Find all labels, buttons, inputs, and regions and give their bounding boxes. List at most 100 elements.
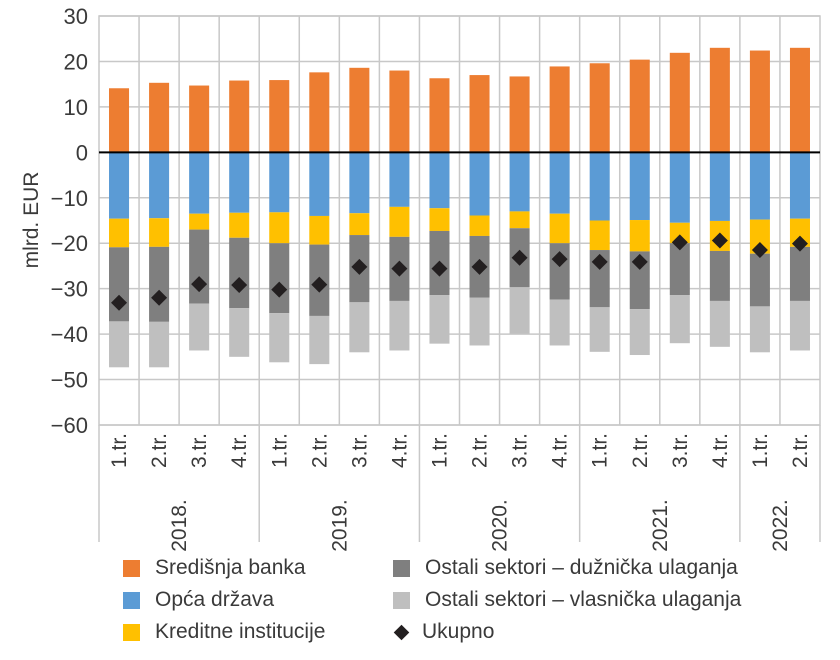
x-category-label: 3.tr. bbox=[509, 433, 532, 468]
x-category-label: 2.tr. bbox=[629, 433, 652, 468]
y-tick-label: −20 bbox=[51, 231, 88, 256]
total-marker bbox=[751, 242, 768, 259]
bar-segment-kreditne-institucije bbox=[149, 218, 170, 247]
y-tick-label: 30 bbox=[64, 4, 88, 29]
total-marker bbox=[231, 277, 248, 294]
bar-segment-op-a-dr-ava bbox=[629, 152, 650, 221]
bar-segment-kreditne-institucije bbox=[509, 211, 530, 229]
legend-item-kreditne-institucije: Kreditne institucije bbox=[123, 620, 325, 644]
bar-segment-op-a-dr-ava bbox=[229, 152, 250, 213]
bar-segment-sredi-nja-banka bbox=[509, 76, 530, 153]
bar-segment-kreditne-institucije bbox=[389, 206, 410, 237]
y-tick-label: −60 bbox=[51, 413, 88, 438]
bar-segment-sredi-nja-banka bbox=[589, 63, 610, 153]
total-marker bbox=[791, 235, 808, 252]
bar-segment-ostali-sektori-du-ni-ka-ulaganja bbox=[149, 246, 170, 322]
total-marker bbox=[151, 289, 168, 306]
bar-segment-op-a-dr-ava bbox=[789, 152, 810, 219]
total-marker bbox=[191, 276, 208, 293]
bar-segment-ostali-sektori-vlasni-ka-ulaganja bbox=[589, 307, 610, 352]
y-axis-ticks: 30 20 10 0 −10 −20 −30 −40 −50 −60 bbox=[51, 4, 88, 438]
legend-swatch bbox=[393, 591, 410, 609]
bar-segment-kreditne-institucije bbox=[349, 213, 370, 236]
bar-segment-op-a-dr-ava bbox=[549, 152, 570, 214]
x-category-label: 4.tr. bbox=[709, 433, 732, 468]
bar-segment-kreditne-institucije bbox=[549, 213, 570, 244]
total-marker bbox=[391, 260, 408, 277]
y-axis-label: mlrd. EUR bbox=[20, 172, 43, 269]
bar-segment-ostali-sektori-du-ni-ka-ulaganja bbox=[269, 243, 290, 314]
total-marker bbox=[671, 234, 688, 251]
x-category-label: 2.tr. bbox=[148, 433, 171, 468]
bar-segment-kreditne-institucije bbox=[429, 208, 450, 231]
bar-segment-sredi-nja-banka bbox=[629, 59, 650, 153]
bar-segment-ostali-sektori-du-ni-ka-ulaganja bbox=[229, 237, 250, 309]
total-marker bbox=[311, 276, 328, 293]
total-markers bbox=[111, 232, 808, 311]
bar-segment-sredi-nja-banka bbox=[429, 78, 450, 153]
bar-segment-kreditne-institucije bbox=[109, 218, 130, 248]
x-group-label: 2022. bbox=[769, 499, 792, 552]
bar-segment-op-a-dr-ava bbox=[149, 152, 170, 219]
bar-segment-sredi-nja-banka bbox=[709, 47, 730, 153]
bar-segment-ostali-sektori-vlasni-ka-ulaganja bbox=[389, 300, 410, 351]
y-tick-label: 20 bbox=[64, 49, 88, 74]
bar-segment-ostali-sektori-du-ni-ka-ulaganja bbox=[749, 253, 770, 307]
bar-segment-ostali-sektori-du-ni-ka-ulaganja bbox=[189, 229, 210, 304]
x-group-label: 2018. bbox=[168, 499, 191, 552]
stacked-bar-chart: 30 20 10 0 −10 −20 −30 −40 −50 −60 1.tr. 2.tr. 3.tr… bbox=[20, 4, 821, 552]
total-marker bbox=[631, 253, 648, 270]
x-category-label: 4.tr. bbox=[228, 433, 251, 468]
x-category-label: 3.tr. bbox=[348, 433, 371, 468]
diamond-marker-icon bbox=[393, 624, 410, 641]
total-marker bbox=[591, 253, 608, 270]
legend-label: Ostali sektori – vlasnička ulaganja bbox=[425, 588, 742, 611]
legend-item-sredisnja-banka: Središnja banka bbox=[123, 556, 306, 580]
legend-swatch bbox=[123, 559, 140, 577]
bar-segment-kreditne-institucije bbox=[229, 212, 250, 238]
bar-segment-op-a-dr-ava bbox=[269, 152, 290, 213]
bar-segment-ostali-sektori-vlasni-ka-ulaganja bbox=[109, 321, 130, 368]
total-marker bbox=[351, 258, 368, 275]
bar-segment-kreditne-institucije bbox=[309, 215, 330, 245]
bar-segment-op-a-dr-ava bbox=[109, 152, 130, 219]
x-group-label: 2019. bbox=[328, 499, 351, 552]
x-group-label: 2021. bbox=[649, 499, 672, 552]
bar-segment-ostali-sektori-du-ni-ka-ulaganja bbox=[789, 246, 810, 301]
bar-segment-sredi-nja-banka bbox=[269, 80, 290, 153]
bar-segment-sredi-nja-banka bbox=[389, 70, 410, 153]
bar-segment-op-a-dr-ava bbox=[749, 152, 770, 220]
total-marker bbox=[111, 294, 128, 311]
legend-swatch bbox=[123, 591, 140, 609]
bar-segment-kreditne-institucije bbox=[269, 212, 290, 244]
bar-segment-sredi-nja-banka bbox=[669, 52, 690, 153]
x-category-label: 1.tr. bbox=[268, 433, 291, 468]
legend-label: Ostali sektori – dužnička ulaganja bbox=[425, 556, 738, 579]
x-category-label: 2.tr. bbox=[308, 433, 331, 468]
bar-segment-sredi-nja-banka bbox=[789, 47, 810, 153]
total-marker bbox=[551, 251, 568, 268]
x-category-label: 1.tr. bbox=[589, 433, 612, 468]
x-category-label: 1.tr. bbox=[108, 433, 131, 468]
bar-segment-op-a-dr-ava bbox=[389, 152, 410, 207]
bar-segment-op-a-dr-ava bbox=[189, 152, 210, 214]
bar-segment-ostali-sektori-du-ni-ka-ulaganja bbox=[709, 250, 730, 301]
x-axis: 1.tr. 2.tr. 3.tr. 4.tr. 1.tr. 2.tr. 3.tr. 4.tr.… bbox=[98, 425, 821, 552]
bar-segment-op-a-dr-ava bbox=[669, 152, 690, 223]
bar-segment-op-a-dr-ava bbox=[709, 152, 730, 221]
bar-segment-kreditne-institucije bbox=[589, 220, 610, 251]
legend-label: Opća država bbox=[155, 588, 275, 611]
total-marker bbox=[431, 260, 448, 277]
bar-segment-kreditne-institucije bbox=[629, 220, 650, 252]
bar-segment-op-a-dr-ava bbox=[469, 152, 490, 216]
x-category-label: 1.tr. bbox=[428, 433, 451, 468]
bar-segment-sredi-nja-banka bbox=[469, 75, 490, 153]
bar-segment-sredi-nja-banka bbox=[309, 72, 330, 153]
legend-swatch bbox=[123, 623, 140, 641]
bar-segment-kreditne-institucije bbox=[469, 215, 490, 236]
legend-swatch bbox=[393, 559, 410, 577]
bar-segment-ostali-sektori-vlasni-ka-ulaganja bbox=[509, 287, 530, 334]
bar-segment-ostali-sektori-vlasni-ka-ulaganja bbox=[189, 303, 210, 351]
bar-segment-sredi-nja-banka bbox=[109, 88, 130, 153]
bar-segment-ostali-sektori-vlasni-ka-ulaganja bbox=[629, 309, 650, 356]
